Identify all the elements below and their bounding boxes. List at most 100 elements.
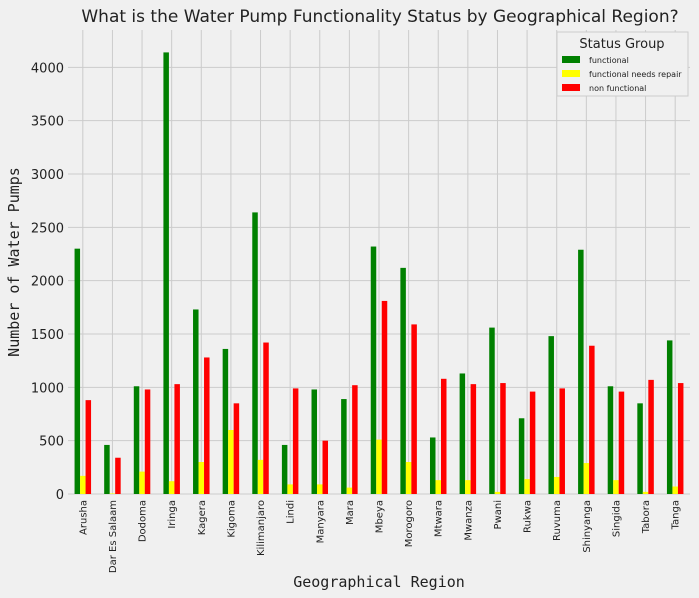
bar [518,418,525,494]
bar [292,388,299,494]
x-tick-label: Dar Es Salaam [108,500,119,573]
y-tick-label: 500 [39,435,64,450]
y-tick-labels: 0 500 1000 1500 2000 2500 3000 3500 4000 [31,61,64,503]
bar [322,440,329,494]
bar [311,389,318,494]
y-tick-label: 1500 [31,328,64,343]
bar [677,383,684,494]
bar [341,399,347,494]
x-axis-label: Geographical Region [293,573,465,591]
legend: Status Group functional functional needs … [556,31,689,97]
bar [435,480,441,494]
bar [553,476,560,494]
legend-items: functional functional needs repair non fun… [562,56,682,93]
bar [222,348,229,494]
bar [583,463,590,494]
bar [559,388,565,494]
x-tick-label: Morogoro [404,500,415,547]
bar [666,340,673,494]
bar [115,457,121,494]
bar [281,444,288,494]
bar [405,462,412,494]
x-tick-label: Kilimanjaro [256,500,267,556]
x-tick-label: Ruvuma [552,500,563,541]
bar [429,437,436,494]
bar [489,327,495,494]
bar [346,487,353,494]
bar [370,246,377,494]
x-tick-label: Arusha [78,500,89,535]
bar [252,212,258,494]
bar [174,384,180,494]
x-tick-label: Lindi [286,500,297,524]
bar [133,386,140,494]
bar [548,336,554,494]
bar [85,400,92,494]
x-tick-label: Iringa [167,500,178,529]
bar [459,373,466,494]
y-axis-label: Number of Water Pumps [5,167,23,357]
bar [618,391,625,494]
bar [381,300,388,494]
bar [589,345,595,494]
legend-label: non functional [589,84,646,93]
x-tick-label: Rukwa [523,500,534,533]
x-tick-label: Kagera [197,500,208,535]
bar [317,484,323,494]
legend-swatch [562,84,580,91]
bar [204,357,210,494]
bar [500,383,506,494]
bar [74,248,81,494]
bar [494,491,501,494]
x-tick-label: Shinyanga [582,500,593,553]
chart-title: What is the Water Pump Functionality Sta… [81,7,678,27]
bar [411,324,417,494]
bar [139,471,145,494]
bar [642,491,649,494]
x-tick-label: Dodoma [138,500,149,542]
x-tick-label: Tanga [671,500,682,530]
bar [233,403,240,494]
x-tick-label: Mara [345,500,356,525]
bar [352,385,358,494]
bar [198,462,205,494]
bar [672,486,678,494]
legend-swatch [562,70,580,77]
bar [376,439,382,494]
legend-label: functional needs repair [589,70,682,79]
bar [287,484,293,494]
bar [80,475,86,494]
x-tick-label: Singida [611,500,622,537]
bar [263,342,269,494]
bar [529,391,536,494]
legend-swatch [562,56,580,63]
bar [440,378,447,494]
bar [168,481,175,494]
x-tick-label: Kigoma [226,500,237,538]
bar [613,480,619,494]
bar [578,249,584,494]
bar [607,386,614,494]
bar [228,430,234,494]
x-tick-label: Tabora [641,500,652,534]
y-tick-label: 3000 [31,168,64,183]
y-tick-label: 4000 [31,61,64,76]
x-tick-labels: Arusha Dar Es Salaam Dodoma Iringa Kagera Kig… [78,500,681,573]
bar [193,309,199,494]
y-tick-label: 3500 [31,115,64,130]
y-tick-label: 0 [56,488,64,503]
bar [163,52,169,495]
y-tick-label: 2500 [31,221,64,236]
bar [104,444,110,494]
x-tick-label: Mtwara [434,500,445,537]
legend-label: functional [589,56,629,65]
bar [470,384,477,494]
y-tick-label: 1000 [31,381,64,396]
legend-title: Status Group [579,37,664,52]
y-tick-label: 2000 [31,275,64,290]
bar [648,379,654,494]
bar [144,389,151,494]
bar [637,403,643,494]
bar [257,459,264,494]
